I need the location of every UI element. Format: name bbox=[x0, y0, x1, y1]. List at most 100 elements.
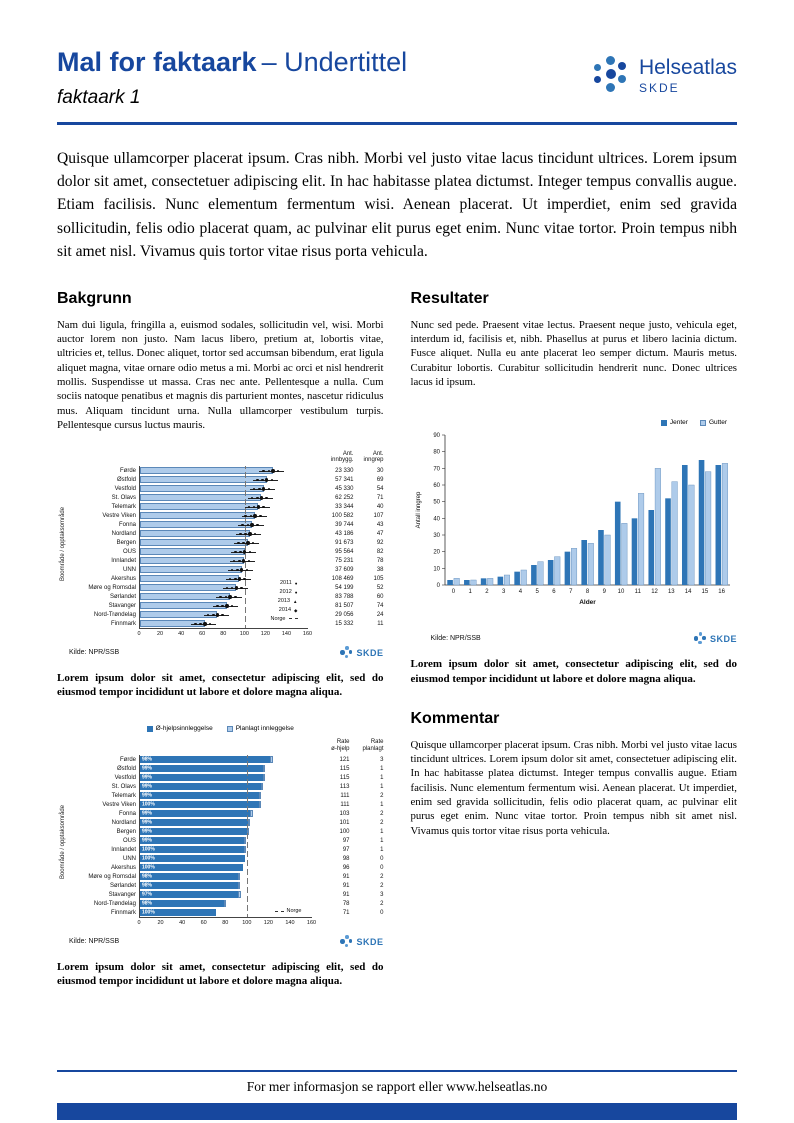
x-tick-label: 11 bbox=[634, 589, 641, 595]
bar-jenter bbox=[446, 580, 453, 586]
value-col1: 100 582 bbox=[331, 512, 354, 519]
row-label: Vestfold bbox=[114, 485, 136, 492]
year-marker bbox=[216, 604, 219, 608]
row-plot: 98% bbox=[139, 755, 312, 765]
year-marker bbox=[234, 550, 237, 554]
norge-reference-line bbox=[247, 899, 249, 909]
header-rule bbox=[57, 121, 737, 125]
value-col1: 43 186 bbox=[335, 530, 354, 537]
planned-bar bbox=[250, 810, 253, 818]
row-plot bbox=[139, 610, 308, 620]
value-col1: 91 bbox=[342, 891, 350, 898]
norge-reference-line bbox=[244, 547, 246, 557]
norge-reference-line bbox=[247, 908, 249, 918]
intro-paragraph: Quisque ullamcorper placerat ipsum. Cras… bbox=[57, 149, 737, 261]
value-col2: 30 bbox=[376, 467, 384, 474]
value-col1: 54 199 bbox=[335, 584, 354, 591]
row-label: Stavanger bbox=[108, 891, 136, 898]
acute-bar bbox=[140, 774, 264, 782]
value-col2: 3 bbox=[380, 756, 384, 763]
value-col2: 82 bbox=[376, 548, 384, 555]
chart-row: UNN 37 609 38 bbox=[69, 565, 384, 575]
year-marker bbox=[245, 568, 249, 572]
norge-reference-line bbox=[244, 511, 246, 521]
norge-reference-line bbox=[244, 493, 246, 503]
legend-item: Planlagt innleggelse bbox=[226, 725, 294, 732]
row-plot bbox=[139, 592, 308, 602]
bar-gutter bbox=[620, 523, 627, 586]
chart3-caption: Lorem ipsum dolor sit amet, consectetur … bbox=[410, 658, 738, 685]
value-col2: 40 bbox=[376, 503, 384, 510]
acute-bar bbox=[140, 900, 224, 908]
norge-reference-line bbox=[244, 619, 246, 629]
y-tick-label: 20 bbox=[433, 550, 440, 556]
chart-row: Akershus 108 469 105 bbox=[69, 574, 384, 584]
x-tick-label: 5 bbox=[535, 589, 539, 595]
planned-bar bbox=[248, 819, 251, 827]
legend-label: 2014 bbox=[278, 606, 292, 613]
year-marker bbox=[212, 613, 215, 617]
age-distribution-chart: Jenter Gutter 0 10 20 30 40 50 60 70 80 90 0 1 2 3 4 5 6 7 8… bbox=[411, 419, 738, 645]
year-marker bbox=[259, 514, 262, 518]
section-heading-resultater: Resultater bbox=[410, 289, 489, 307]
chart-row: Stavanger 81 507 74 bbox=[69, 601, 384, 611]
year-marker bbox=[270, 478, 274, 482]
legend-item: 2013 ▲ bbox=[271, 597, 298, 606]
x-tick-label: 40 bbox=[179, 920, 186, 927]
value-col2: 2 bbox=[380, 810, 384, 817]
row-plot: 99% bbox=[139, 782, 312, 792]
row-plot bbox=[139, 493, 308, 503]
year-marker bbox=[230, 568, 234, 572]
year-marker bbox=[246, 541, 250, 545]
value-col2: 1 bbox=[380, 765, 384, 772]
value-col2: 38 bbox=[376, 566, 384, 573]
row-label: Fonna bbox=[118, 521, 136, 528]
row-plot bbox=[139, 538, 308, 548]
row-plot: 100% bbox=[139, 863, 312, 873]
year-marker bbox=[230, 604, 234, 608]
bar-jenter bbox=[597, 530, 604, 586]
rate-bar bbox=[140, 548, 245, 556]
value-col1: 39 744 bbox=[335, 521, 354, 528]
skde-logo: SKDE bbox=[340, 646, 383, 659]
year-marker bbox=[276, 469, 280, 473]
content-columns: Bakgrunn Nam dui ligula, fringilla a, eu… bbox=[57, 290, 737, 989]
year-marker bbox=[232, 559, 236, 563]
x-tick-label: 15 bbox=[701, 589, 708, 595]
year-marker bbox=[234, 577, 237, 581]
value-col2: 105 bbox=[373, 575, 384, 582]
bar-jenter bbox=[681, 465, 688, 586]
row-label: St. Olavs bbox=[111, 494, 136, 501]
percent-label: 99% bbox=[142, 819, 153, 826]
planned-bar bbox=[263, 765, 266, 773]
row-label: Nordland bbox=[111, 819, 136, 826]
row-plot: 99% bbox=[139, 818, 312, 828]
chart-row: UNN 100% 98 0 bbox=[69, 854, 384, 864]
percent-label: 99% bbox=[142, 774, 153, 781]
value-col1: 96 bbox=[342, 864, 350, 871]
chart-row: Nord-Trøndelag 29 056 24 bbox=[69, 610, 384, 620]
year-marker bbox=[251, 541, 255, 545]
row-plot: 100% bbox=[139, 854, 312, 864]
row-label: Telemark bbox=[111, 503, 136, 510]
row-label: Østfold bbox=[116, 765, 136, 772]
norge-reference-line bbox=[244, 529, 246, 539]
bakgrunn-body: Nam dui ligula, fringilla a, euismod sod… bbox=[57, 318, 384, 432]
x-tick-label: 60 bbox=[199, 631, 206, 638]
legend-swatch bbox=[660, 419, 667, 426]
chart-row: Nordland 43 186 47 bbox=[69, 529, 384, 539]
logo-dot-icon bbox=[340, 650, 345, 655]
value-col1: 45 330 bbox=[335, 485, 354, 492]
value-col2: 1 bbox=[380, 828, 384, 835]
year-marker bbox=[256, 478, 259, 482]
helseatlas-logo-icon bbox=[592, 56, 630, 96]
row-label: UNN bbox=[123, 855, 136, 862]
norge-reference-line bbox=[247, 782, 249, 792]
y-tick-label: 0 bbox=[436, 583, 440, 589]
x-tick-label: 120 bbox=[263, 920, 273, 927]
planned-bar bbox=[258, 801, 261, 809]
year-marker bbox=[228, 577, 232, 581]
norge-reference-line bbox=[244, 583, 246, 593]
planned-bar bbox=[243, 837, 246, 845]
row-label: Bergen bbox=[116, 828, 136, 835]
